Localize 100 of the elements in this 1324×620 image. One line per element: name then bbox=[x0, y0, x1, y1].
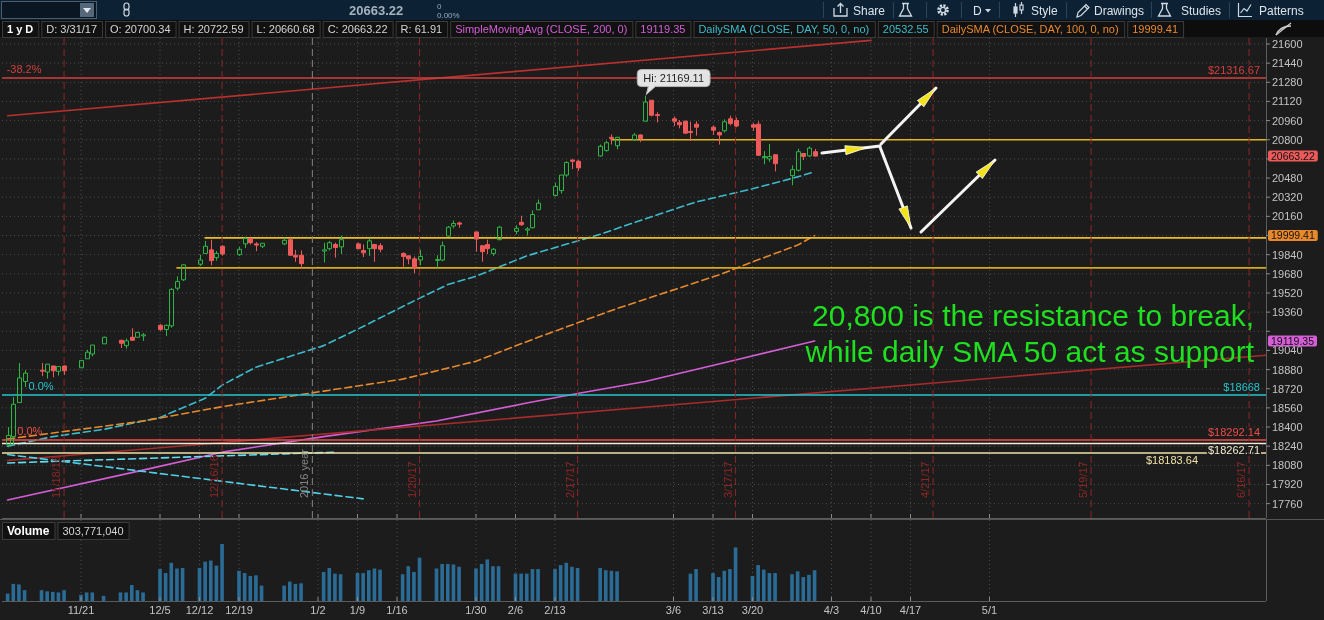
y-tick-label: 17760 bbox=[1272, 497, 1303, 510]
bar bbox=[158, 569, 162, 601]
candlestick bbox=[181, 263, 186, 282]
y-tick-label: 20160 bbox=[1272, 210, 1303, 223]
text: L: 20660.68 bbox=[256, 23, 315, 35]
bar bbox=[694, 569, 698, 601]
y-tick-label: 19040 bbox=[1272, 344, 1303, 357]
bar bbox=[564, 562, 569, 601]
candlestick bbox=[51, 365, 56, 378]
y-tick-label: 17920 bbox=[1272, 478, 1303, 491]
bar bbox=[17, 584, 21, 601]
bar bbox=[807, 574, 811, 601]
bar bbox=[756, 565, 760, 601]
bar bbox=[11, 583, 16, 601]
candlestick bbox=[474, 231, 479, 253]
candlestick bbox=[322, 242, 327, 263]
bar bbox=[773, 573, 777, 601]
bar bbox=[248, 575, 253, 601]
candlestick bbox=[807, 145, 812, 158]
text: H: 20722.59 bbox=[183, 23, 244, 35]
text: O: 20700.34 bbox=[110, 23, 171, 35]
annotation: 0.0% bbox=[17, 424, 43, 437]
candlestick bbox=[514, 224, 519, 235]
candlestick bbox=[119, 339, 124, 349]
bar bbox=[457, 566, 461, 601]
bar bbox=[801, 577, 806, 601]
text: 19999.41 bbox=[1132, 23, 1179, 35]
y-tick-label: 18400 bbox=[1272, 421, 1303, 434]
ref-line-label: $18183.64 bbox=[1146, 453, 1198, 466]
x-tick-label: 4/3 bbox=[823, 604, 840, 616]
text: DailySMA (CLOSE, DAY, 100, 0, no) bbox=[941, 23, 1119, 35]
bar bbox=[129, 585, 134, 601]
bar bbox=[50, 591, 55, 601]
candlestick bbox=[243, 236, 248, 249]
bar bbox=[287, 581, 292, 601]
x-tick-label: 12/5 bbox=[149, 604, 171, 616]
y-tick-label: 18880 bbox=[1272, 363, 1303, 376]
bar bbox=[711, 573, 715, 601]
candlestick bbox=[124, 337, 129, 350]
text: Patterns bbox=[1259, 4, 1304, 18]
x-tick-label: 3/6 bbox=[665, 604, 682, 616]
text: SimpleMovingAvg (CLOSE, 200, 0) bbox=[455, 23, 628, 35]
candlestick bbox=[45, 363, 50, 380]
candlestick bbox=[457, 221, 462, 229]
bar bbox=[62, 590, 66, 601]
annotation: while daily SMA 50 act as support bbox=[804, 335, 1255, 368]
candlestick bbox=[367, 238, 372, 257]
candlestick bbox=[536, 199, 541, 211]
y-tick-label: 18080 bbox=[1272, 459, 1303, 472]
bar bbox=[761, 569, 766, 601]
x-tick-label: 12/12 bbox=[185, 604, 214, 616]
y-tick-label: 21280 bbox=[1272, 76, 1303, 89]
candlestick bbox=[694, 120, 699, 137]
candlestick bbox=[722, 118, 727, 134]
text: 0 bbox=[437, 1, 442, 11]
bar bbox=[722, 570, 727, 601]
candlestick bbox=[615, 136, 620, 150]
annotation: 0.0% bbox=[28, 379, 54, 392]
candlestick bbox=[773, 153, 778, 172]
y-tick-label: 21600 bbox=[1272, 37, 1303, 50]
ref-line-label: $18292.14 bbox=[1208, 425, 1260, 438]
bar bbox=[598, 567, 602, 601]
bar bbox=[124, 592, 128, 601]
candlestick bbox=[801, 152, 806, 161]
bar bbox=[485, 559, 490, 601]
annotation: -38.2% bbox=[6, 62, 42, 75]
bar bbox=[440, 563, 444, 601]
x-tick-label: 3/13 bbox=[702, 604, 724, 616]
candlestick bbox=[209, 239, 214, 266]
text: C: 20663.22 bbox=[327, 23, 388, 35]
ref-line-label: 11/18/16 bbox=[50, 455, 63, 498]
text: D bbox=[973, 4, 982, 18]
bar bbox=[141, 592, 145, 601]
candlestick bbox=[418, 249, 423, 266]
bar bbox=[603, 570, 608, 601]
candlestick bbox=[530, 209, 535, 229]
candlestick bbox=[102, 336, 107, 345]
y-tick-label: 19360 bbox=[1272, 306, 1303, 319]
x-tick-label: 1/30 bbox=[465, 604, 487, 616]
y-tick-label: 20320 bbox=[1272, 191, 1303, 204]
y-tick-label: 21120 bbox=[1272, 95, 1302, 108]
ref-line-label: 2/17/17 bbox=[563, 461, 576, 498]
bar bbox=[412, 571, 416, 601]
y-tick-label: 18240 bbox=[1272, 440, 1303, 453]
text: DailySMA (CLOSE, DAY, 50, 0, no) bbox=[698, 23, 870, 35]
y-tick-label: 19840 bbox=[1272, 248, 1303, 261]
y-tick-label: 21440 bbox=[1272, 57, 1303, 70]
candlestick bbox=[643, 95, 648, 122]
candlestick bbox=[282, 237, 287, 246]
bar bbox=[299, 583, 303, 601]
candlestick bbox=[672, 115, 677, 127]
bar bbox=[474, 568, 478, 601]
candlestick bbox=[260, 242, 265, 249]
candlestick bbox=[361, 243, 366, 258]
candlestick bbox=[609, 133, 614, 146]
candlestick bbox=[333, 242, 338, 259]
bar bbox=[175, 568, 179, 601]
x-tick-label: 1/2 bbox=[310, 604, 326, 616]
bar bbox=[90, 592, 95, 601]
candlestick bbox=[220, 244, 225, 257]
